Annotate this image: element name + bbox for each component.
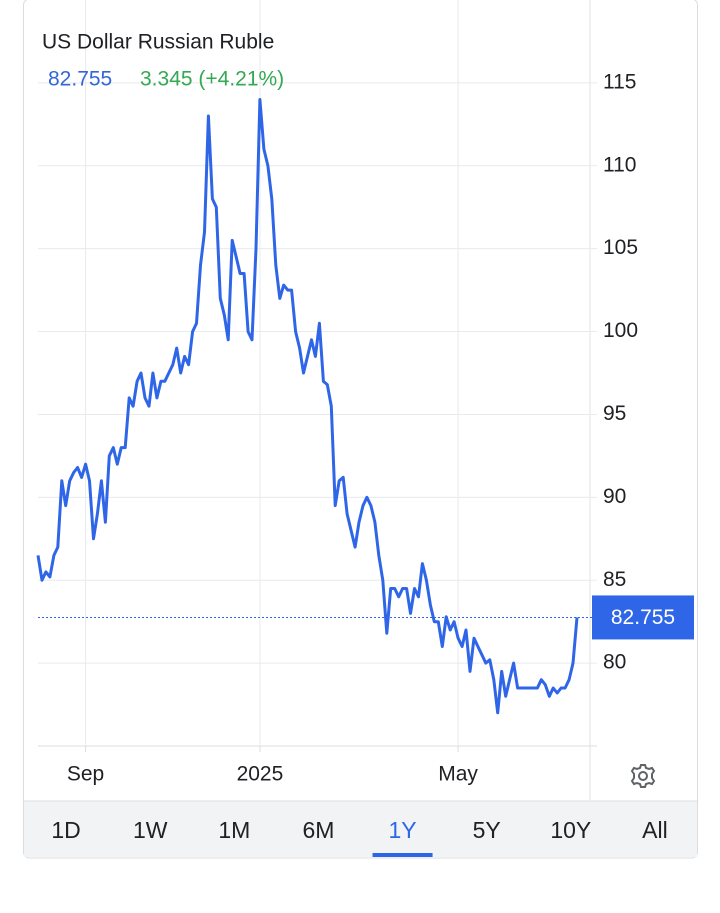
range-button[interactable]: 1D [51, 817, 80, 843]
range-button[interactable]: 10Y [550, 817, 591, 843]
settings-icon[interactable] [630, 764, 656, 788]
y-tick-label: 90 [603, 485, 626, 508]
x-tick-label: May [438, 763, 478, 786]
price-line [36, 98, 579, 715]
range-underline [372, 853, 433, 857]
range-button[interactable]: All [642, 817, 668, 843]
range-button[interactable]: 1Y [388, 817, 416, 843]
range-button[interactable]: 1W [133, 817, 168, 843]
range-button[interactable]: 5Y [473, 817, 501, 843]
range-bar [24, 801, 697, 857]
range-button[interactable]: 1M [218, 817, 250, 843]
grid: 80 85 90 95 100 105 110 115 Sep 2025 May [38, 0, 638, 786]
y-tick-label: 105 [603, 236, 638, 259]
y-tick-label: 80 [603, 651, 626, 674]
plot: 82.755 [36, 98, 694, 715]
price-tag [592, 595, 694, 640]
card [23, 0, 698, 859]
y-tick-label: 95 [603, 402, 626, 425]
price-tag-label: 82.755 [611, 606, 675, 629]
y-tick-label: 110 [603, 153, 636, 176]
change: 3.345 (+4.21%) [140, 68, 284, 91]
x-tick-label: 2025 [237, 763, 284, 786]
y-tick-label: 100 [603, 319, 638, 342]
y-tick-label: 115 [603, 70, 636, 93]
x-tick-label: Sep [67, 763, 104, 786]
y-tick-label: 85 [603, 568, 626, 591]
range-button[interactable]: 6M [302, 817, 334, 843]
price: 82.755 [48, 68, 112, 91]
chart-title: US Dollar Russian Ruble [42, 31, 274, 54]
